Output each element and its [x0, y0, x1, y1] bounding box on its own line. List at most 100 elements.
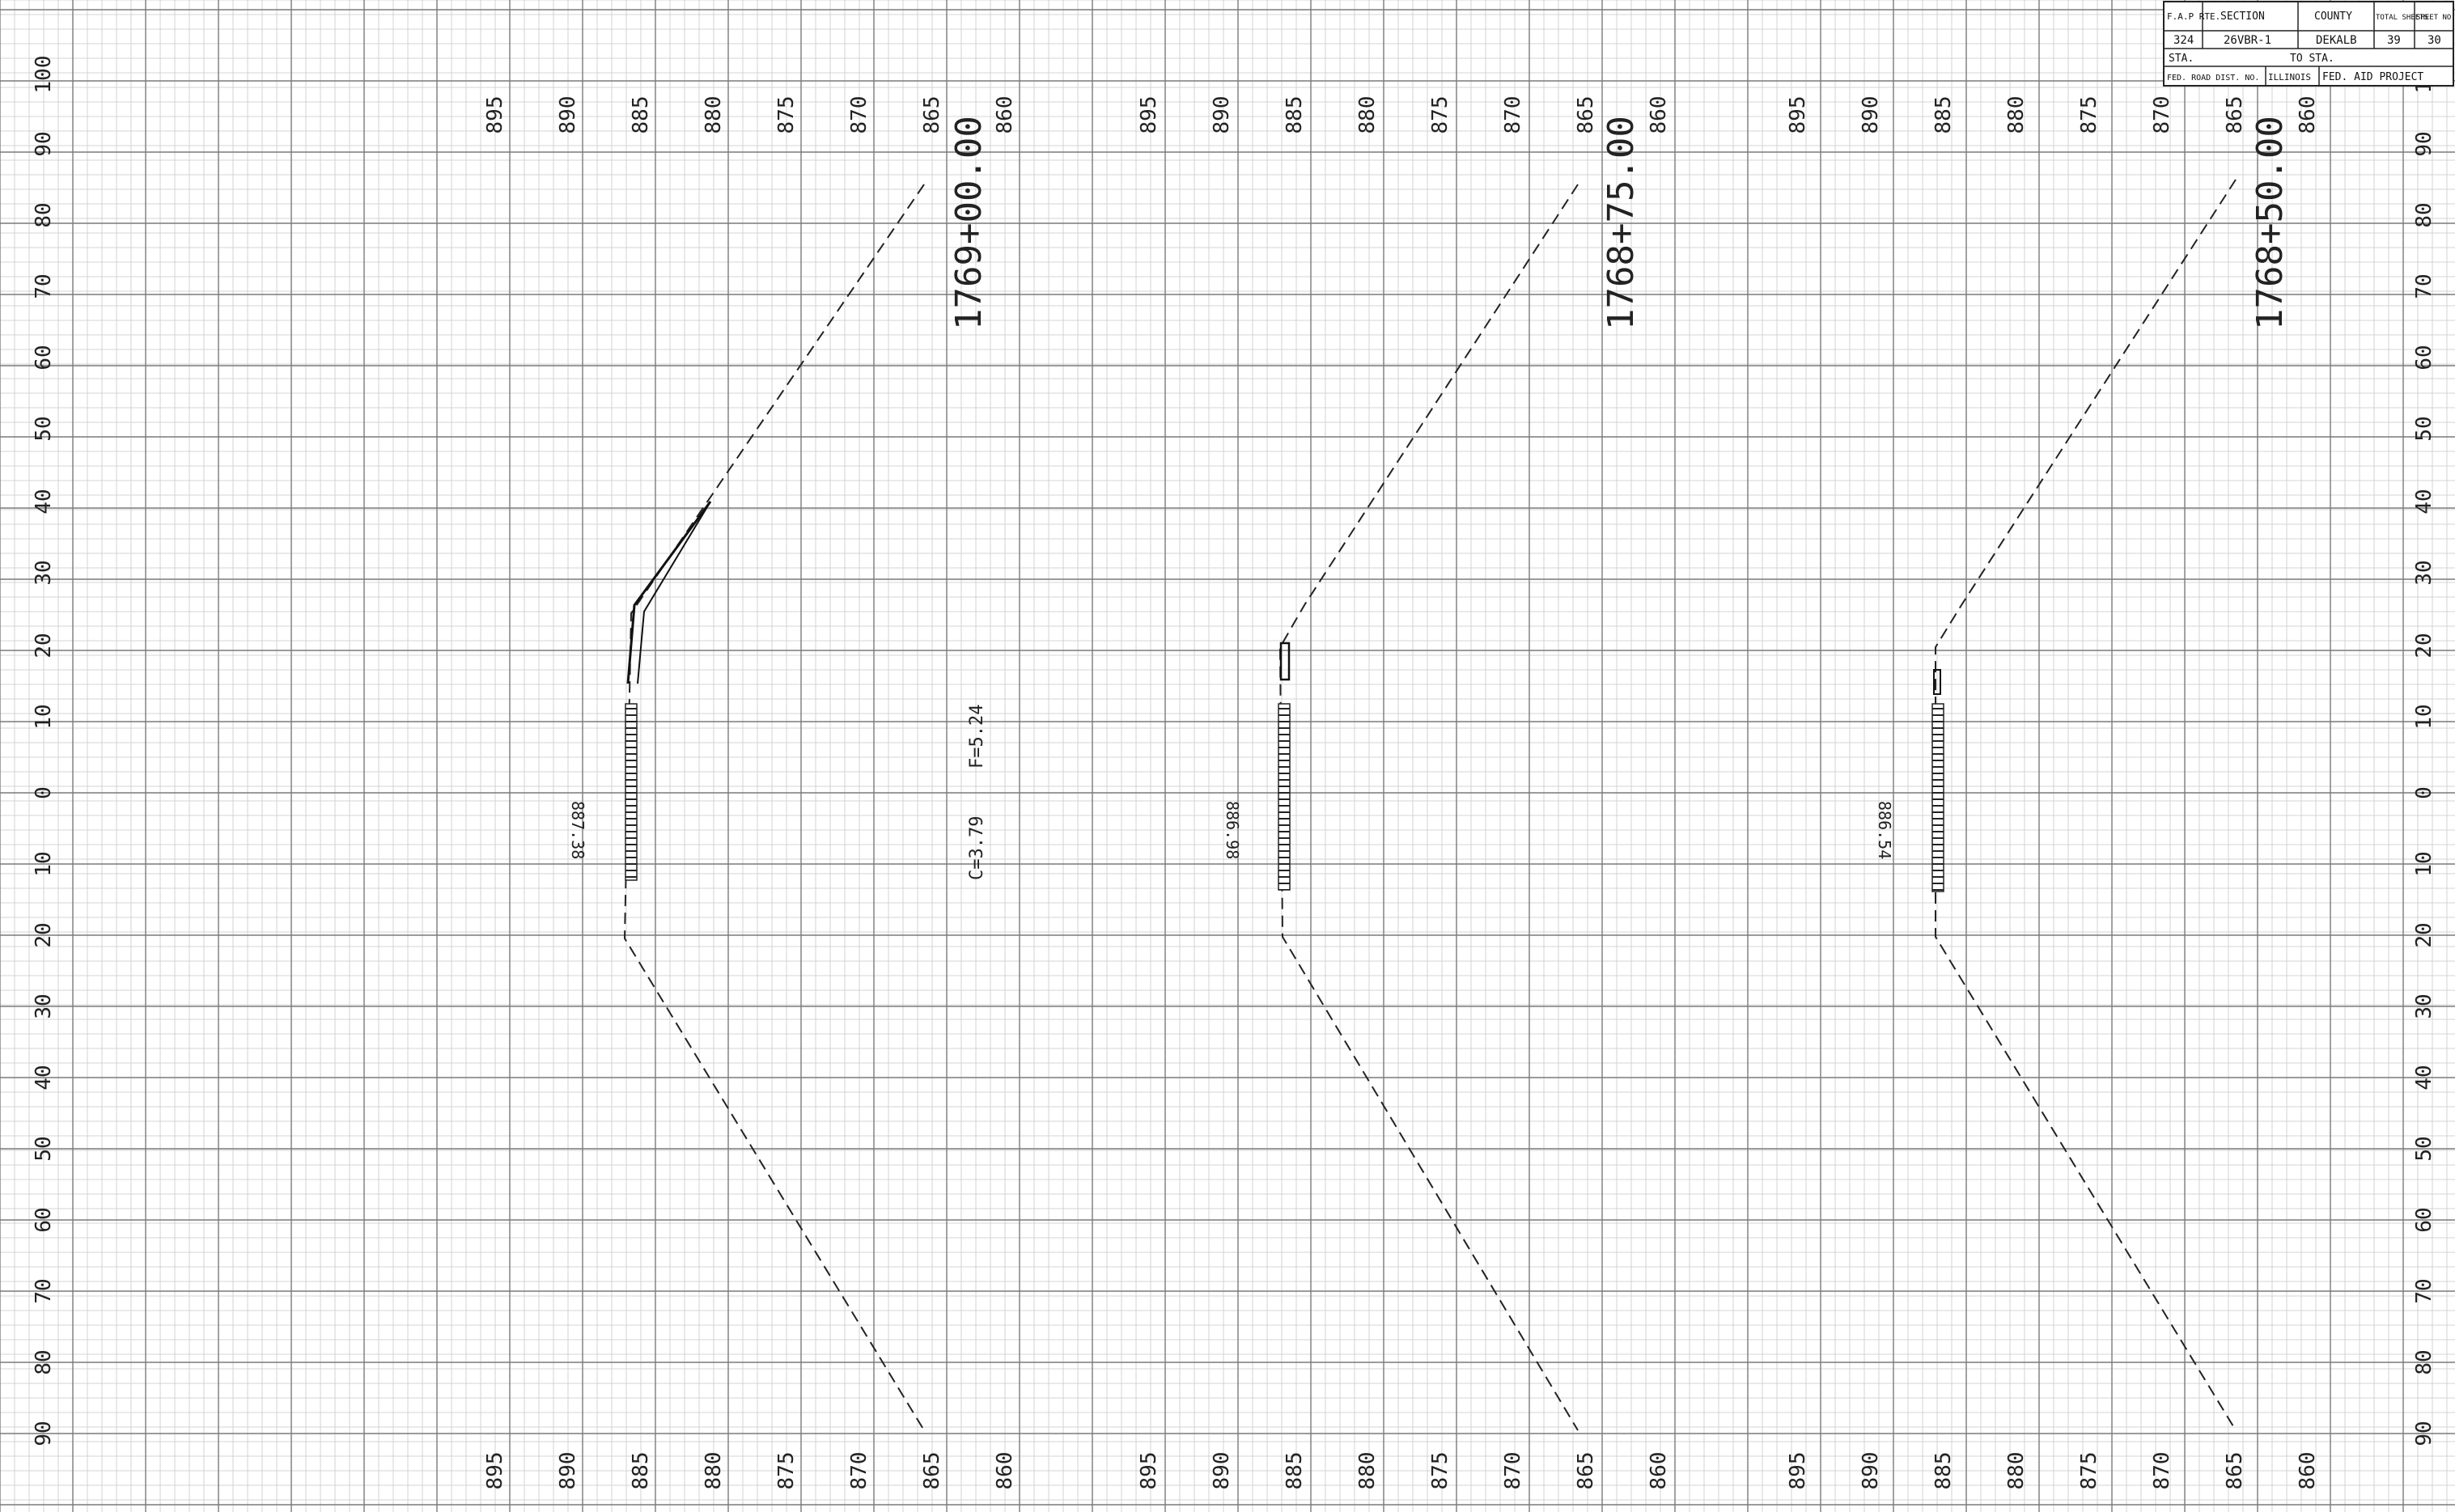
elevation-label-2: 886.98	[1223, 801, 1242, 859]
offset-label-left: 60	[32, 345, 56, 370]
offset-label-left: 30	[32, 993, 56, 1019]
pavement-hatch-1	[625, 703, 638, 881]
elevation-label-top: 885	[1931, 96, 1956, 134]
offset-label-right: 50	[2412, 1136, 2436, 1161]
pavement-hatch-3	[1931, 703, 1944, 892]
tb-header-county: COUNTY	[2314, 11, 2352, 23]
cross-section-3: 1768+50.00 886.54	[1875, 116, 2291, 1431]
offset-label-left: 60	[32, 1207, 56, 1232]
offset-label-right: 20	[2412, 922, 2436, 947]
elevation-label-top: 875	[774, 96, 799, 134]
pavement-hatch-2	[1278, 703, 1291, 891]
elevation-label-top: 875	[2077, 96, 2101, 134]
elevation-label-1: 887.38	[568, 801, 587, 859]
cross-section-2: 1768+75.00 886.98	[1223, 116, 1642, 1431]
offset-label-right: 10	[2412, 851, 2436, 876]
offset-label-left: 10	[32, 704, 56, 729]
tb-state: ILLINOIS	[2268, 72, 2311, 83]
offset-label-right: 60	[2412, 345, 2436, 370]
elevation-label-bottom: 885	[629, 1452, 653, 1490]
proposed-slope-line-1b	[637, 501, 711, 684]
offset-label-left: 80	[32, 202, 56, 227]
offset-label-right: 90	[2412, 1421, 2436, 1446]
offset-label-right: 90	[2412, 131, 2436, 156]
tb-value-total-sheets: 39	[2387, 34, 2401, 47]
tb-header-rte: F.A.P RTE.	[2167, 11, 2220, 22]
elevation-label-bottom: 870	[2150, 1452, 2174, 1490]
elevation-label-top: 865	[2223, 96, 2247, 134]
elevation-label-bottom: 870	[847, 1452, 871, 1490]
elevation-label-3: 886.54	[1875, 801, 1894, 859]
offset-label-left: 50	[32, 1136, 56, 1161]
offset-label-left: 90	[32, 131, 56, 156]
offset-label-right: 60	[2412, 1207, 2436, 1232]
elevation-label-top: 895	[1786, 96, 1810, 134]
offset-label-left: 20	[32, 922, 56, 947]
offset-label-right: 80	[2412, 1349, 2436, 1374]
tb-header-section: SECTION	[2220, 11, 2265, 23]
elevation-label-top: 870	[847, 96, 871, 134]
elevation-label-top: 895	[483, 96, 507, 134]
elevation-label-bottom: 890	[1210, 1452, 1234, 1490]
station-label-2: 1768+75.00	[1601, 116, 1642, 330]
elevation-label-bottom: 860	[2296, 1452, 2320, 1490]
elevation-label-bottom: 865	[920, 1452, 944, 1490]
offset-label-left: 90	[32, 1421, 56, 1446]
elevation-label-bottom: 895	[1786, 1452, 1810, 1490]
elevation-label-bottom: 895	[483, 1452, 507, 1490]
elevation-scale-top: 895 890 885 880 875 870 865 860 895 890 885 880 875 8…	[483, 96, 2320, 134]
elevation-label-top: 880	[2004, 96, 2029, 134]
tb-fed-aid-project: FED. AID PROJECT	[2322, 71, 2423, 83]
elevation-label-top: 870	[2150, 96, 2174, 134]
offset-label-right: 30	[2412, 993, 2436, 1019]
offset-label-right: 50	[2412, 416, 2436, 441]
tb-value-sheet-no: 30	[2427, 34, 2441, 47]
offset-label-left: 40	[32, 489, 56, 514]
elevation-label-top: 880	[702, 96, 726, 134]
elevation-label-bottom: 895	[1137, 1452, 1161, 1490]
cross-section-1: 1769+00.00 887.38 F=5.24 C=3.79	[568, 116, 990, 1431]
tb-value-county: DEKALB	[2316, 34, 2357, 47]
elevation-label-bottom: 865	[1574, 1452, 1598, 1490]
elevation-label-bottom: 875	[1428, 1452, 1452, 1490]
elevation-label-top: 880	[1355, 96, 1380, 134]
tb-value-section: 26VBR-1	[2224, 34, 2271, 47]
elevation-label-bottom: 875	[2077, 1452, 2101, 1490]
elevation-label-top: 860	[993, 96, 1017, 134]
proposed-curb-3	[1933, 669, 1941, 695]
station-label-1: 1769+00.00	[948, 116, 990, 330]
offset-label-right: 40	[2412, 489, 2436, 514]
elevation-label-top: 885	[629, 96, 653, 134]
tb-to-sta-label: TO STA.	[2290, 53, 2334, 65]
elevation-scale-bottom: 895 890 885 880 875 870 865 860 895 890 885 880 875 8…	[483, 1452, 2320, 1490]
elevation-label-top: 885	[1283, 96, 1307, 134]
offset-label-left: 20	[32, 633, 56, 658]
elevation-label-bottom: 890	[1859, 1452, 1883, 1490]
offset-label-left: 70	[32, 1278, 56, 1303]
elevation-label-top: 890	[556, 96, 580, 134]
offset-label-right: 30	[2412, 560, 2436, 585]
offset-label-left: 70	[32, 273, 56, 299]
offset-label-right: 20	[2412, 633, 2436, 658]
elevation-label-bottom: 870	[1501, 1452, 1525, 1490]
elevation-label-top: 860	[2296, 96, 2320, 134]
offset-label-left: 100	[32, 56, 56, 94]
offset-label-right: 80	[2412, 202, 2436, 227]
elevation-label-bottom: 880	[702, 1452, 726, 1490]
offset-label-left: 30	[32, 560, 56, 585]
existing-ground-line-3	[1935, 179, 2237, 1431]
title-block: F.A.P RTE. SECTION COUNTY TOTAL SHEETS S…	[2163, 1, 2455, 87]
elevation-label-top: 860	[1647, 96, 1671, 134]
elevation-label-bottom: 890	[556, 1452, 580, 1490]
offset-label-left: 10	[32, 851, 56, 876]
elevation-label-bottom: 875	[774, 1452, 799, 1490]
offset-label-right: 40	[2412, 1065, 2436, 1090]
elevation-label-bottom: 860	[993, 1452, 1017, 1490]
elevation-label-top: 895	[1137, 96, 1161, 134]
elevation-label-bottom: 885	[1283, 1452, 1307, 1490]
elevation-label-top: 865	[1574, 96, 1598, 134]
tb-fed-road-dist: FED. ROAD DIST. NO.	[2167, 74, 2259, 83]
